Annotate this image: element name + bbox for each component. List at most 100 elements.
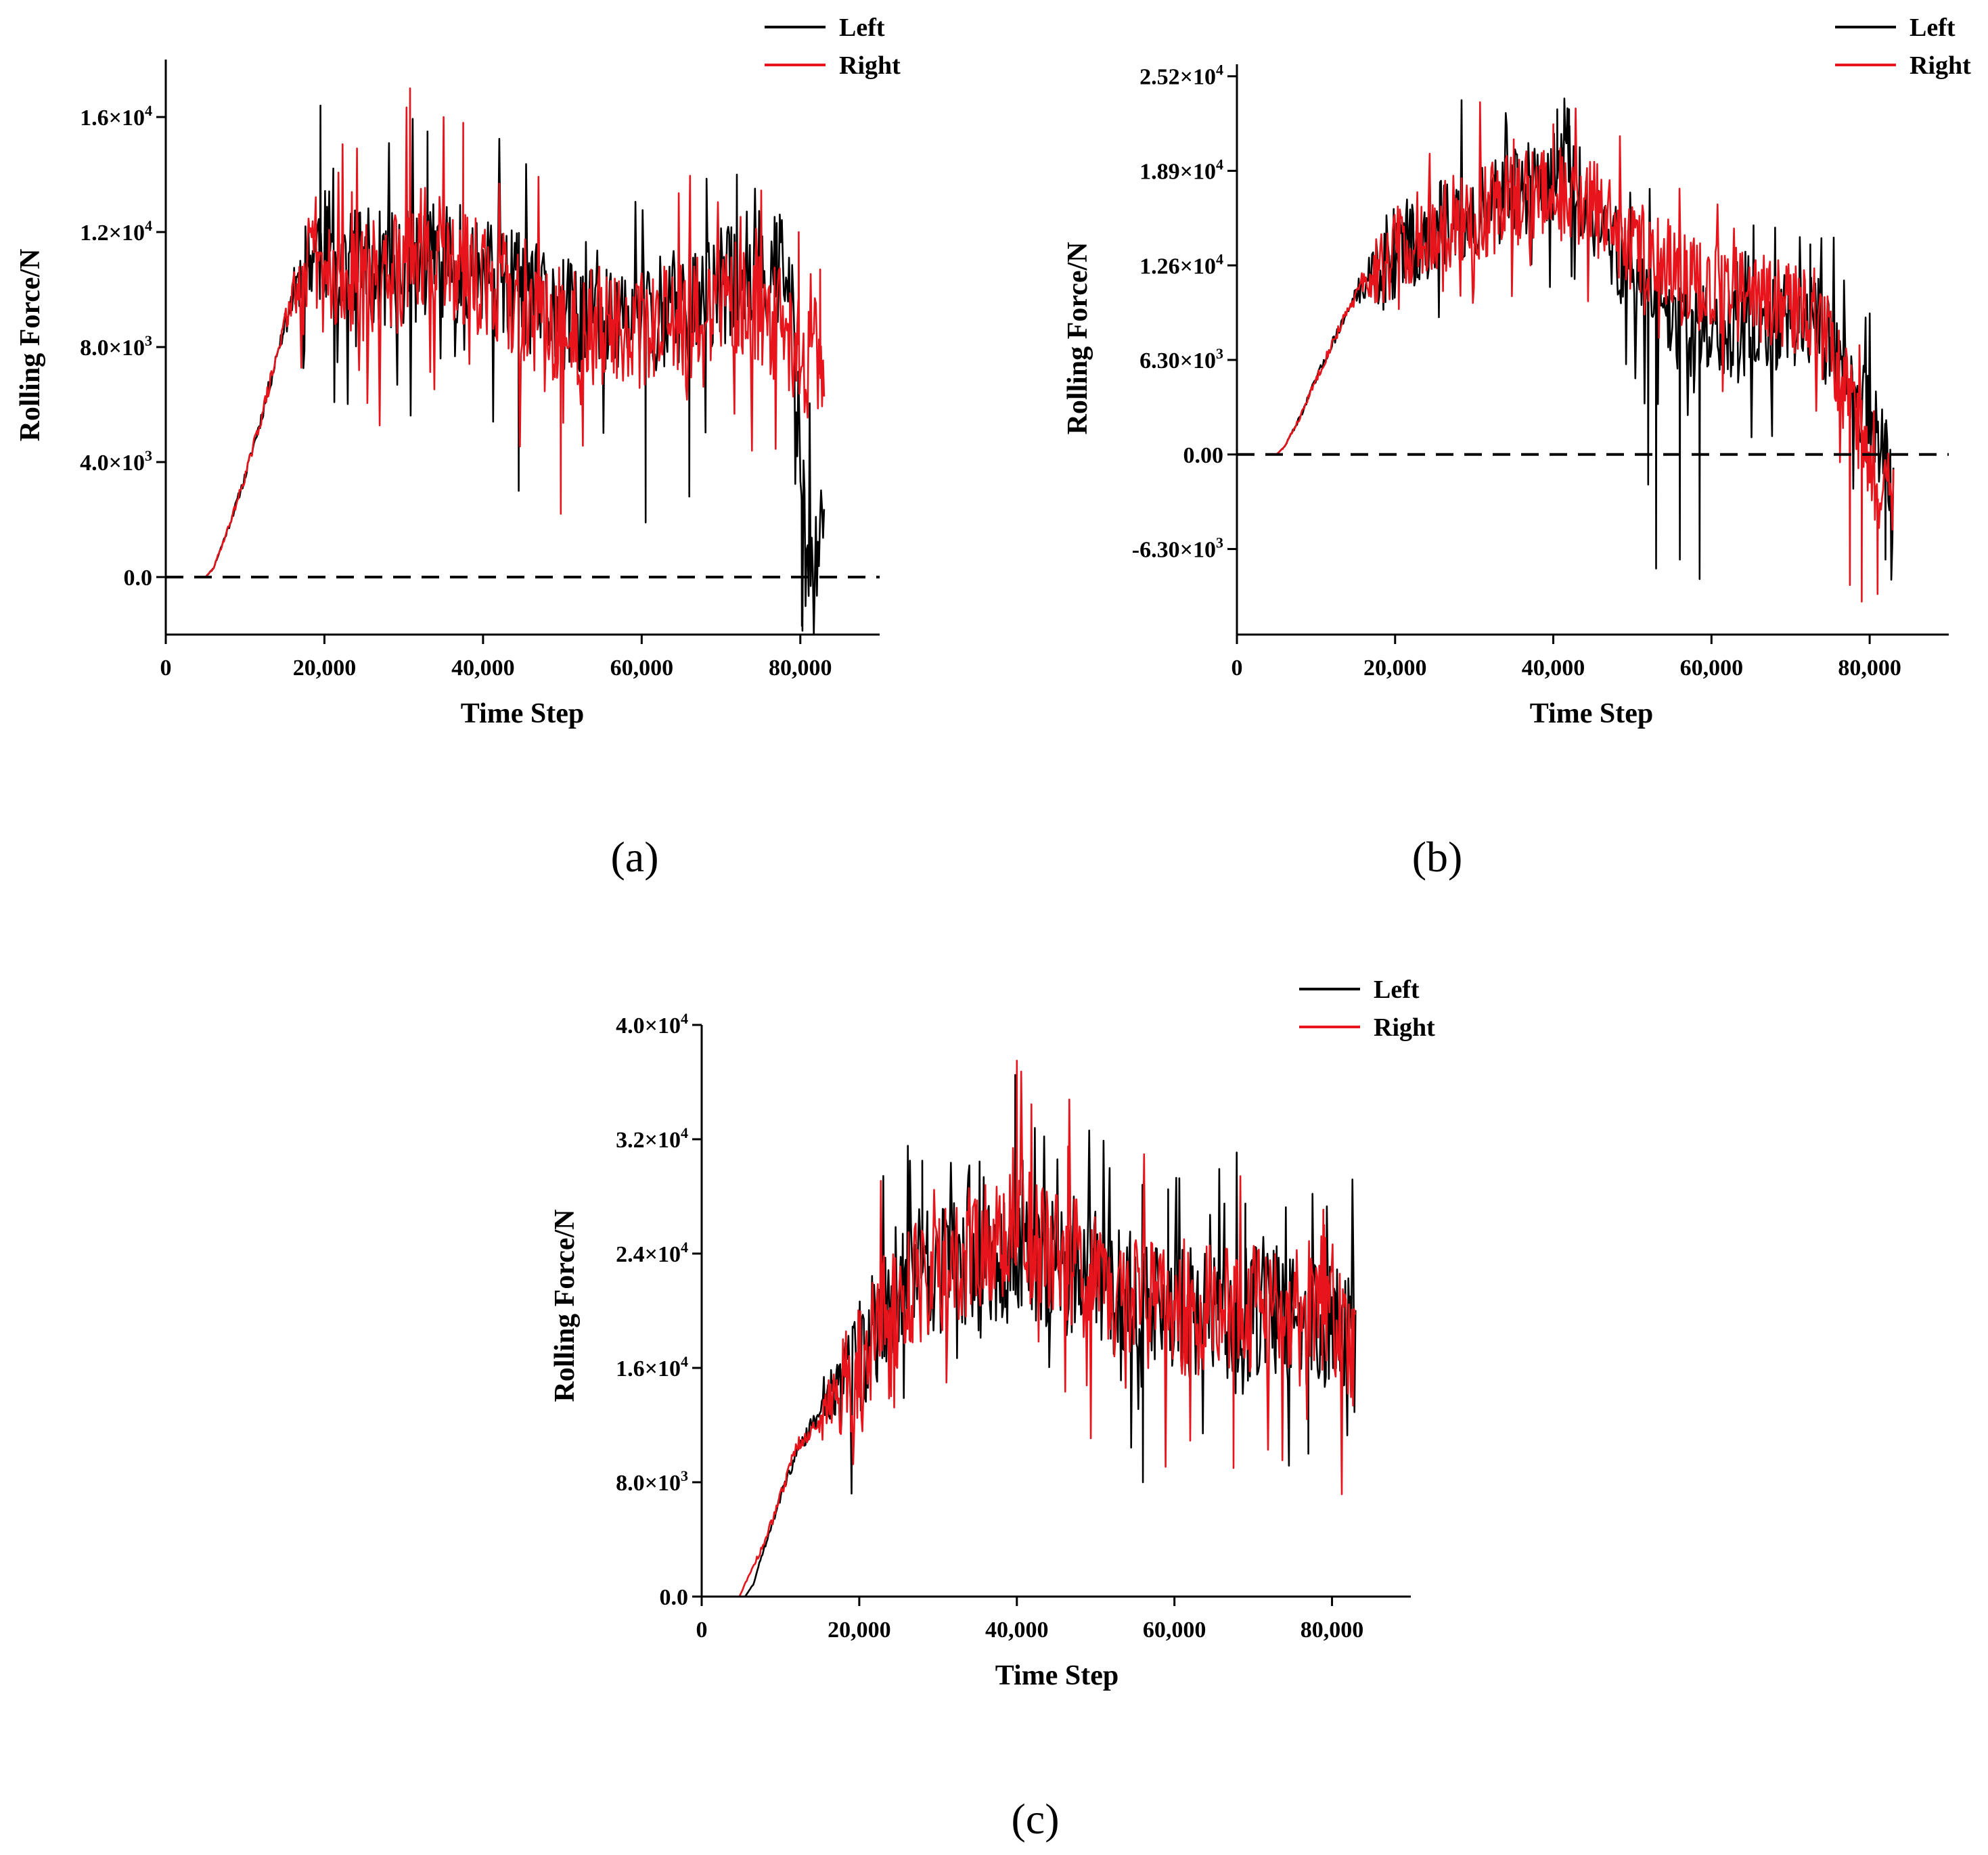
x-tick: 0 (1232, 635, 1243, 681)
x-tick: 80,000 (769, 635, 832, 681)
series-layer (738, 1059, 1357, 1597)
y-tick-label: 0.0 (124, 566, 153, 591)
x-tick: 0 (160, 635, 172, 681)
x-tick: 80,000 (1301, 1597, 1364, 1643)
y-axis-title: Rolling Force/N (15, 248, 46, 441)
x-tick: 60,000 (1680, 635, 1744, 681)
y-tick: 8.0×103 (616, 1467, 702, 1496)
y-tick: 1.2×104 (80, 217, 166, 246)
x-tick-label: 80,000 (769, 656, 832, 681)
y-tick-label: 2.52×104 (1139, 62, 1223, 90)
x-tick: 20,000 (293, 635, 357, 681)
y-tick-label: 3.2×104 (616, 1124, 688, 1153)
y-tick: 4.0×104 (616, 1010, 702, 1038)
y-tick-label: 1.6×104 (80, 102, 152, 131)
x-tick-label: 20,000 (293, 656, 357, 681)
chart-panel-b: 0 20,000 40,000 60,000 80,000 -6.30×103 … (1062, 14, 1971, 881)
x-tick: 60,000 (1143, 1597, 1206, 1643)
y-tick: 1.6×104 (80, 102, 166, 131)
legend-label-right: Right (839, 51, 901, 80)
y-tick: 2.4×104 (616, 1239, 702, 1267)
y-tick-label: 1.26×104 (1139, 250, 1223, 279)
x-tick: 40,000 (451, 635, 515, 681)
y-tick-label: 1.2×104 (80, 217, 152, 246)
y-tick-group: 0.0 8.0×103 1.6×104 2.4×104 3.2×104 4.0×… (616, 1010, 702, 1610)
y-tick-label: 4.0×103 (80, 447, 152, 476)
y-axis-title: Rolling Force/N (1062, 242, 1093, 434)
x-axis-title: Time Step (995, 1660, 1119, 1691)
y-tick: 4.0×103 (80, 447, 166, 476)
x-tick: 60,000 (610, 635, 674, 681)
y-tick-label: 4.0×104 (616, 1010, 688, 1038)
x-tick: 20,000 (1363, 635, 1427, 681)
y-axis-title: Rolling Force/N (549, 1209, 581, 1402)
series-line-right (738, 1059, 1356, 1597)
y-tick: 3.2×104 (616, 1124, 702, 1153)
x-tick-label: 60,000 (1680, 656, 1744, 681)
legend: Left Right (1299, 976, 1435, 1042)
y-tick-label: 1.6×104 (616, 1353, 688, 1381)
y-tick-group: 0.0 4.0×103 8.0×103 1.2×104 1.6×104 (80, 102, 166, 591)
chart-panel-a: 0 20,000 40,000 60,000 80,000 0.0 4.0×10… (15, 14, 901, 881)
x-tick-label: 40,000 (985, 1618, 1049, 1643)
series-line-left (204, 104, 826, 636)
x-tick-label: 60,000 (1143, 1618, 1206, 1643)
x-tick: 0 (696, 1597, 708, 1643)
y-tick-label: 8.0×103 (616, 1467, 688, 1496)
y-tick: 0.0 (124, 566, 166, 591)
series-line-right (204, 87, 826, 578)
series-layer (204, 87, 826, 636)
x-tick-label: 80,000 (1838, 656, 1901, 681)
y-tick: 0.0 (660, 1585, 702, 1610)
y-tick: -6.30×103 (1132, 534, 1237, 563)
panel-caption: (a) (610, 833, 658, 881)
y-tick-label: 0.0 (660, 1585, 689, 1610)
x-tick: 80,000 (1838, 635, 1901, 681)
series-line-left (1275, 97, 1895, 581)
y-tick: 0.00 (1183, 443, 1237, 468)
x-tick-label: 40,000 (1522, 656, 1585, 681)
legend-label-left: Left (1374, 976, 1420, 1004)
legend-label-left: Left (1910, 14, 1956, 42)
x-axis-title: Time Step (1530, 698, 1653, 729)
x-tick: 40,000 (985, 1597, 1049, 1643)
panel-caption: (b) (1412, 833, 1463, 881)
chart-panel-c: 0 20,000 40,000 60,000 80,000 0.0 8.0×10… (549, 976, 1435, 1843)
series-line-right (1275, 101, 1895, 603)
x-tick-label: 20,000 (828, 1618, 891, 1643)
y-tick-label: 6.30×103 (1139, 345, 1223, 373)
x-tick-label: 60,000 (610, 656, 674, 681)
y-tick-label: 0.00 (1183, 443, 1224, 468)
y-tick: 6.30×103 (1139, 345, 1237, 373)
y-tick: 1.89×104 (1139, 156, 1237, 185)
x-tick-group: 0 20,000 40,000 60,000 80,000 (1232, 635, 1901, 681)
x-axis-title: Time Step (461, 698, 584, 729)
legend: Left Right (1835, 14, 1971, 80)
y-tick-group: -6.30×103 0.00 6.30×103 1.26×104 1.89×10… (1132, 62, 1237, 563)
x-tick-label: 0 (1232, 656, 1243, 681)
x-tick-group: 0 20,000 40,000 60,000 80,000 (696, 1597, 1364, 1643)
x-tick-label: 0 (696, 1618, 708, 1643)
x-tick-label: 40,000 (451, 656, 515, 681)
y-tick: 1.6×104 (616, 1353, 702, 1381)
y-tick: 2.52×104 (1139, 62, 1237, 90)
series-layer (1275, 97, 1895, 603)
x-tick-label: 80,000 (1301, 1618, 1364, 1643)
x-tick: 20,000 (828, 1597, 891, 1643)
y-tick-label: 8.0×103 (80, 332, 152, 361)
y-tick: 1.26×104 (1139, 250, 1237, 279)
legend: Left Right (765, 14, 901, 80)
x-tick: 40,000 (1522, 635, 1585, 681)
legend-label-right: Right (1910, 51, 1971, 80)
y-tick-label: -6.30×103 (1132, 534, 1223, 563)
y-tick-label: 1.89×104 (1139, 156, 1223, 185)
y-tick: 8.0×103 (80, 332, 166, 361)
legend-label-left: Left (839, 14, 885, 42)
legend-label-right: Right (1374, 1013, 1435, 1042)
panel-caption: (c) (1011, 1795, 1059, 1843)
y-tick-label: 2.4×104 (616, 1239, 688, 1267)
x-tick-label: 20,000 (1363, 656, 1427, 681)
x-tick-group: 0 20,000 40,000 60,000 80,000 (160, 635, 832, 681)
x-tick-label: 0 (160, 656, 172, 681)
